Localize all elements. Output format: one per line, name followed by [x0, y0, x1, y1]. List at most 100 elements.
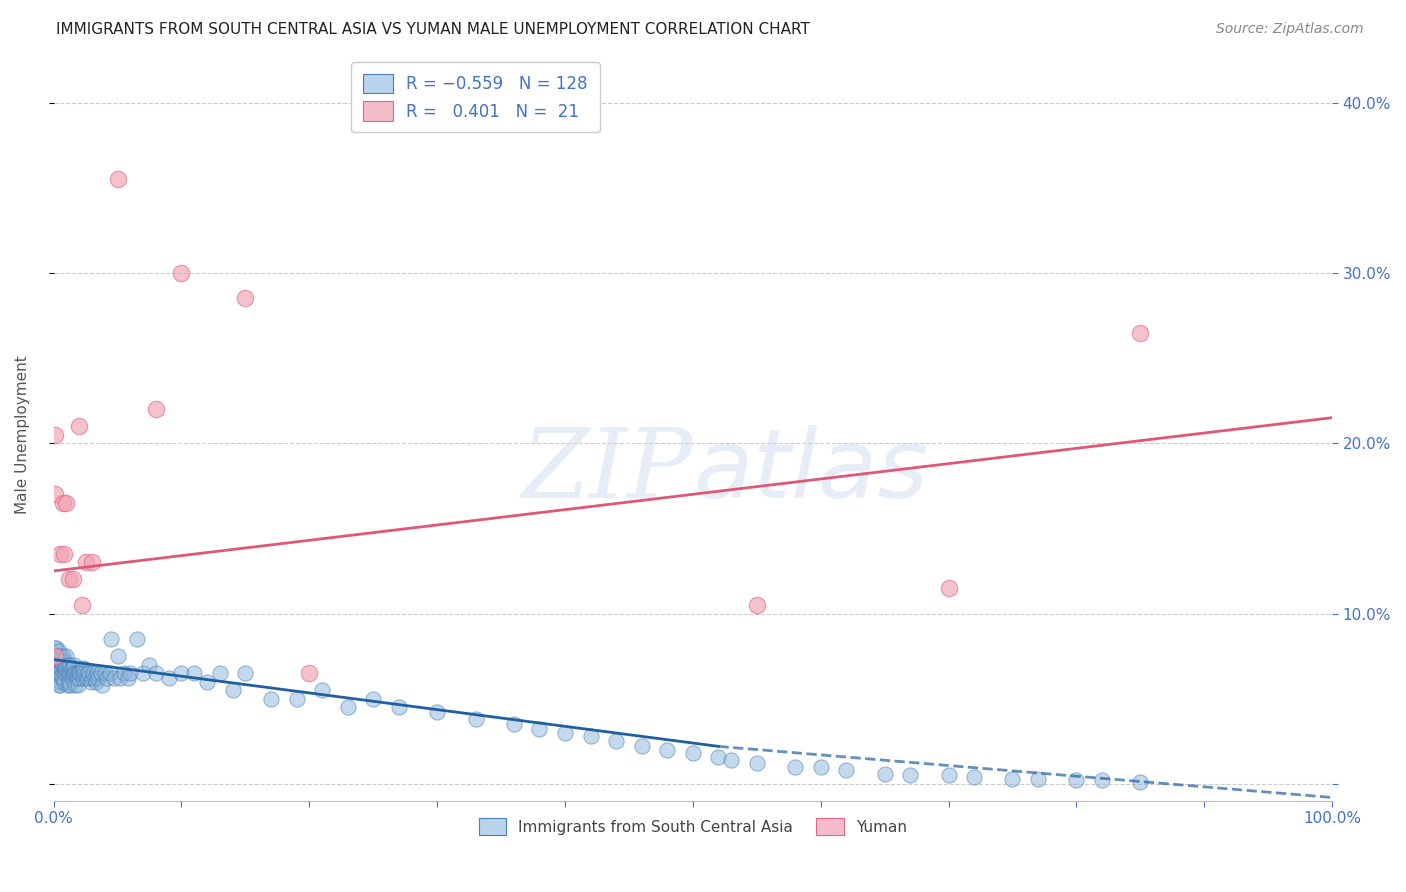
Point [80, 671, 103, 685]
Point [298, 666, 321, 681]
Point [59, 657, 82, 672]
Point [72, 661, 94, 675]
Point [52, 661, 75, 675]
Point [107, 649, 129, 664]
Point [464, 712, 486, 726]
Point [810, 760, 832, 774]
Point [94, 666, 117, 681]
Point [49, 666, 72, 681]
Point [52, 547, 75, 561]
Point [82, 666, 104, 681]
Point [56, 678, 79, 692]
Point [426, 706, 449, 720]
Point [48, 678, 70, 692]
Point [52, 654, 75, 668]
Point [117, 671, 139, 685]
Point [361, 691, 384, 706]
Point [51, 657, 73, 672]
Point [96, 671, 118, 685]
Point [66, 666, 89, 681]
Point [58, 661, 80, 675]
Point [65, 666, 87, 681]
Point [100, 632, 122, 646]
Point [745, 756, 768, 771]
Point [221, 683, 243, 698]
Point [108, 671, 131, 685]
Point [70, 598, 93, 612]
Point [46, 666, 69, 681]
Point [170, 266, 193, 280]
Text: ZIP: ZIP [522, 425, 693, 518]
Point [388, 700, 411, 714]
Text: atlas: atlas [693, 425, 928, 518]
Point [90, 666, 112, 681]
Point [84, 674, 107, 689]
Point [63, 657, 86, 672]
Point [76, 666, 98, 681]
Point [195, 674, 218, 689]
Point [157, 671, 180, 685]
Point [502, 717, 524, 731]
Point [53, 666, 76, 681]
Point [605, 734, 627, 748]
Point [49, 649, 72, 664]
Point [44, 487, 66, 501]
Point [46, 657, 69, 672]
Point [132, 666, 155, 681]
Point [554, 725, 576, 739]
Point [73, 666, 96, 681]
Point [56, 666, 79, 681]
Point [145, 402, 167, 417]
Legend: Immigrants from South Central Asia, Yuman: Immigrants from South Central Asia, Yuma… [470, 808, 917, 845]
Point [69, 666, 91, 681]
Point [48, 666, 70, 681]
Point [1066, 773, 1088, 788]
Point [208, 666, 231, 681]
Point [125, 632, 148, 646]
Point [45, 666, 67, 681]
Point [49, 547, 72, 561]
Point [67, 666, 90, 681]
Point [56, 657, 79, 672]
Point [51, 654, 73, 668]
Text: Source: ZipAtlas.com: Source: ZipAtlas.com [1216, 22, 1364, 37]
Point [44, 427, 66, 442]
Point [1026, 772, 1049, 786]
Point [44, 649, 66, 664]
Point [98, 666, 121, 681]
Point [48, 654, 70, 668]
Point [235, 292, 257, 306]
Point [62, 661, 84, 675]
Text: IMMIGRANTS FROM SOUTH CENTRAL ASIA VS YUMAN MALE UNEMPLOYMENT CORRELATION CHART: IMMIGRANTS FROM SOUTH CENTRAL ASIA VS YU… [56, 22, 810, 37]
Point [59, 666, 82, 681]
Point [657, 743, 679, 757]
Point [103, 671, 125, 685]
Point [873, 766, 896, 780]
Point [51, 649, 73, 664]
Point [963, 770, 986, 784]
Point [235, 666, 257, 681]
Point [67, 671, 90, 685]
Point [55, 666, 77, 681]
Point [682, 746, 704, 760]
Point [66, 678, 89, 692]
Point [138, 657, 160, 672]
Point [145, 666, 167, 681]
Point [65, 678, 87, 692]
Point [44, 657, 66, 672]
Point [75, 671, 97, 685]
Point [49, 657, 72, 672]
Point [48, 661, 70, 675]
Point [51, 671, 73, 685]
Point [53, 657, 76, 672]
Point [63, 666, 86, 681]
Point [65, 666, 87, 681]
Point [260, 691, 283, 706]
Point [79, 666, 101, 681]
Point [70, 666, 93, 681]
Point [55, 661, 77, 675]
Point [58, 573, 80, 587]
Point [835, 763, 858, 777]
Point [183, 666, 205, 681]
Point [80, 556, 103, 570]
